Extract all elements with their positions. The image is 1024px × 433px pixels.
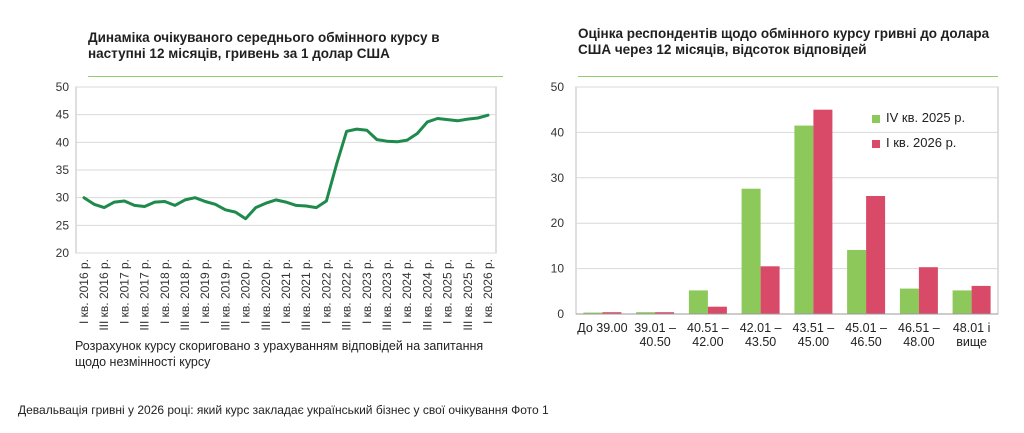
left-x-tick-label: I кв. 2023 р. [360,259,374,324]
left-chart-note: Розрахунок курсу скориговано з урахуванн… [75,339,484,369]
right-x-tick-label: До 39.00 [577,321,627,335]
left-x-tick-label: I кв. 2018 р. [158,259,172,324]
bar-q1-2026 [813,109,833,314]
bar-q1-2026 [707,306,727,314]
right-x-tick-label: 45.00 [798,335,829,349]
legend-swatch-red [872,139,880,148]
left-x-tick-label: III кв. 2024 р. [420,259,434,331]
left-x-tick-label: I кв. 2021 р. [279,259,293,324]
left-y-tick-label: 45 [56,108,70,122]
bar-q1-2026 [655,312,675,314]
left-x-tick-label: I кв. 2022 р. [319,259,333,324]
left-title-rule [88,76,503,77]
right-x-tick-label: 46.50 [850,335,881,349]
left-x-tick-label: III кв. 2018 р. [178,259,192,331]
left-x-tick-label: III кв. 2016 р. [97,259,111,331]
right-x-tick-label: 45.01 – [845,321,887,335]
right-x-tick-label: 43.51 – [793,321,835,335]
right-y-tick-label: 40 [551,125,565,139]
bar-q4-2025 [794,125,814,314]
right-x-tick-label: 40.50 [639,335,670,349]
bar-q4-2025 [847,250,867,314]
left-x-tick-label: I кв. 2024 р. [400,259,414,324]
left-x-tick-label: III кв. 2023 р. [380,259,394,331]
right-y-tick-label: 0 [557,307,564,321]
bar-q4-2025 [583,312,603,314]
right-x-tick-label: 39.01 – [634,321,676,335]
right-y-tick-label: 50 [551,80,565,94]
bar-q4-2025 [636,312,656,314]
left-x-tick-label: III кв. 2022 р. [340,259,354,331]
left-x-tick-label: I кв. 2019 р. [198,259,212,324]
right-y-tick-label: 30 [551,171,565,185]
bar-q4-2025 [741,188,761,314]
left-x-tick-label: III кв. 2019 р. [218,259,232,331]
left-y-tick-label: 50 [56,80,70,94]
left-y-tick-label: 25 [56,218,70,232]
left-x-tick-label: III кв. 2021 р. [299,259,313,331]
bar-q1-2026 [971,285,991,314]
right-x-tick-label: 40.51 – [687,321,729,335]
bar-q1-2026 [918,267,938,314]
right-x-tick-label: 43.50 [745,335,776,349]
left-y-tick-label: 20 [56,246,70,260]
left-x-tick-label: I кв. 2016 р. [77,259,91,324]
left-x-tick-label: III кв. 2020 р. [259,259,273,331]
right-x-tick-label: 42.00 [692,335,723,349]
left-x-tick-label: I кв. 2026 р. [481,259,495,324]
left-x-tick-label: I кв. 2020 р. [239,259,253,324]
left-y-tick-label: 35 [56,163,70,177]
right-chart-title: Оцінка респондентів щодо обмінного курсу… [578,26,990,57]
right-y-tick-label: 20 [551,216,565,230]
legend-item-q4-2025: IV кв. 2025 р. [872,110,965,125]
bar-q4-2025 [899,288,919,314]
bar-q4-2025 [952,290,972,314]
left-x-tick-label: I кв. 2025 р. [441,259,455,324]
right-y-tick-label: 10 [551,262,565,276]
legend-item-q1-2026: I кв. 2026 р. [872,135,956,150]
right-x-tick-label: вище [956,335,987,349]
left-x-tick-label: I кв. 2017 р. [117,259,131,324]
legend-label-q4-2025: IV кв. 2025 р. [886,110,966,125]
bar-q1-2026 [760,266,780,314]
right-x-tick-label: 42.01 – [740,321,782,335]
legend-label-q1-2026: I кв. 2026 р. [886,135,957,150]
right-x-tick-label: 46.51 – [898,321,940,335]
bar-q1-2026 [602,312,622,314]
bar-q4-2025 [688,290,708,314]
left-y-tick-label: 30 [56,191,70,205]
right-x-tick-label: 48.01 і [953,321,991,335]
left-series-line [82,113,490,221]
right-title-rule [578,76,998,77]
right-x-tick-label: 48.00 [903,335,934,349]
left-x-tick-label: III кв. 2025 р. [461,259,475,331]
legend-swatch-green [872,114,880,123]
image-caption: Девальвація гривні у 2026 році: який кур… [18,403,549,417]
left-x-tick-label: III кв. 2017 р. [138,259,152,331]
left-y-tick-label: 40 [56,135,70,149]
left-chart-title: Динаміка очікуваного середнього обмінног… [88,30,440,61]
bar-q1-2026 [866,196,886,314]
